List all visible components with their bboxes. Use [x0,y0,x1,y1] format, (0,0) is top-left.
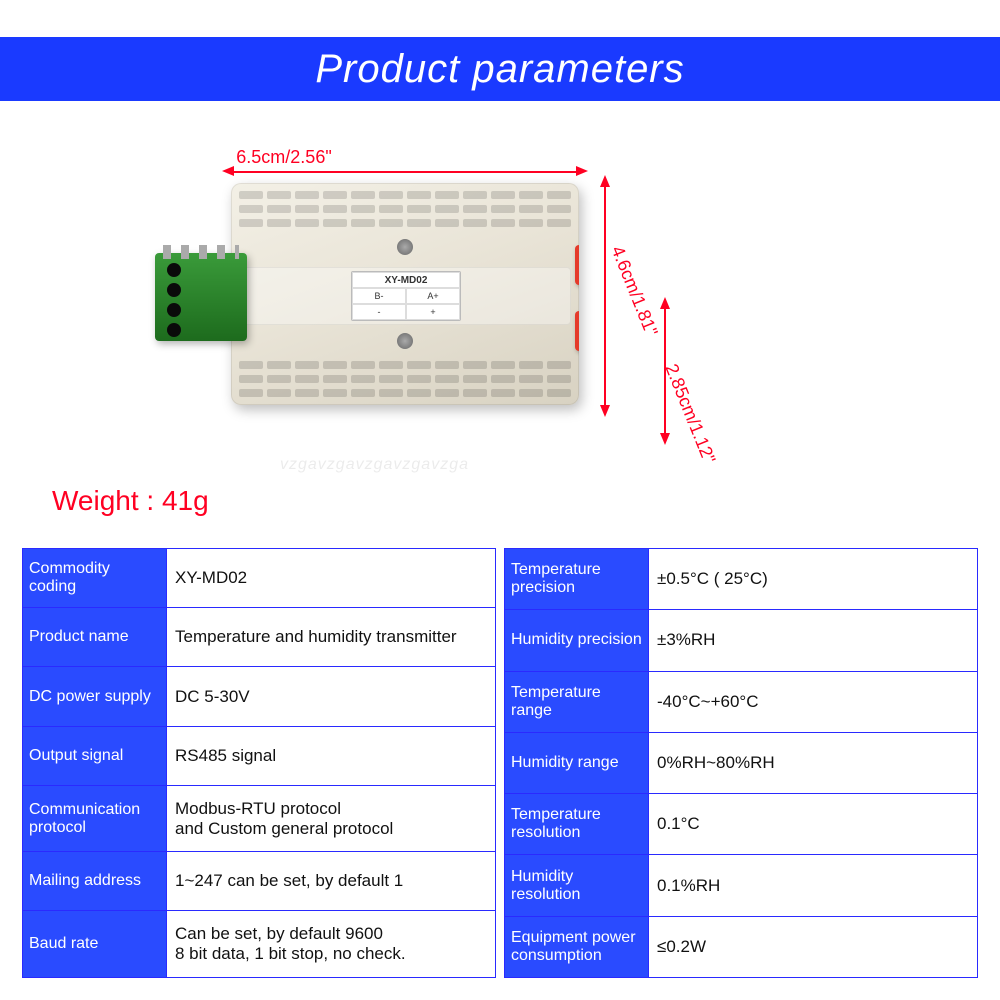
spec-label: Humidity precision [505,610,649,671]
spec-label: Temperature precision [505,549,649,610]
spec-label: Humidity range [505,732,649,793]
device-label-sticker: XY-MD02 B- A+ - + [351,271,461,321]
spec-label: Equipment power consumption [505,916,649,977]
weight-label: Weight : 41g [52,485,209,517]
spec-row: Mailing address1~247 can be set, by defa… [23,852,496,911]
spec-row: Product nameTemperature and humidity tra… [23,608,496,667]
spec-label: Humidity resolution [505,855,649,916]
spec-label: DC power supply [23,667,167,726]
arrow-down-icon [660,433,670,445]
parameters-tables: Commodity codingXY-MD02Product nameTempe… [22,548,978,978]
spec-value: Can be set, by default 9600 8 bit data, … [167,911,496,978]
spec-label: Commodity coding [23,549,167,608]
device-illustration: XY-MD02 B- A+ - + [155,183,579,409]
spec-label: Baud rate [23,911,167,978]
spec-label: Mailing address [23,852,167,911]
watermark: vzgavzgavzgavzgavzga [280,456,469,474]
spec-row: Baud rateCan be set, by default 9600 8 b… [23,911,496,978]
dimension-depth: 2.85cm/1.12" [661,361,720,467]
spec-row: Temperature precision±0.5°C ( 25°C) [505,549,978,610]
spec-row: Temperature resolution0.1°C [505,794,978,855]
spec-value: -40°C~+60°C [649,671,978,732]
din-clip-icon [575,245,579,285]
terminal-block [155,253,247,341]
device-model: XY-MD02 [352,272,460,288]
dimension-height: 4.6cm/1.81" [607,243,662,339]
spec-label: Communication protocol [23,785,167,851]
dimension-line [664,307,666,435]
spec-label: Product name [23,608,167,667]
arrow-right-icon [576,166,588,176]
spec-row: Temperature range-40°C~+60°C [505,671,978,732]
dimension-line [604,185,606,407]
spec-value: ≤0.2W [649,916,978,977]
spec-value: Temperature and humidity transmitter [167,608,496,667]
spec-value: ±0.5°C ( 25°C) [649,549,978,610]
page-title: Product parameters [315,47,684,92]
spec-label: Output signal [23,726,167,785]
specs-table-left: Commodity codingXY-MD02Product nameTempe… [22,548,496,978]
spec-value: 0.1°C [649,794,978,855]
spec-row: Humidity resolution0.1%RH [505,855,978,916]
screw-icon [397,239,413,255]
product-diagram: XY-MD02 B- A+ - + 6.5cm/2.56" 4.6cm/1.81… [40,135,960,495]
spec-row: Humidity range0%RH~80%RH [505,732,978,793]
spec-value: 0%RH~80%RH [649,732,978,793]
spec-row: Commodity codingXY-MD02 [23,549,496,608]
spec-row: DC power supplyDC 5-30V [23,667,496,726]
spec-value: ±3%RH [649,610,978,671]
arrow-down-icon [600,405,610,417]
spec-value: 1~247 can be set, by default 1 [167,852,496,911]
arrow-left-icon [222,166,234,176]
screw-icon [397,333,413,349]
spec-row: Humidity precision±3%RH [505,610,978,671]
spec-label: Temperature resolution [505,794,649,855]
dimension-line [232,171,578,173]
specs-table-right: Temperature precision±0.5°C ( 25°C)Humid… [504,548,978,978]
device-enclosure: XY-MD02 B- A+ - + [231,183,579,405]
spec-value: DC 5-30V [167,667,496,726]
din-clip-icon [575,311,579,351]
spec-value: XY-MD02 [167,549,496,608]
dimension-width: 6.5cm/2.56" [236,147,331,168]
spec-row: Communication protocolModbus-RTU protoco… [23,785,496,851]
spec-value: 0.1%RH [649,855,978,916]
spec-label: Temperature range [505,671,649,732]
arrow-up-icon [600,175,610,187]
spec-row: Equipment power consumption≤0.2W [505,916,978,977]
spec-value: Modbus-RTU protocol and Custom general p… [167,785,496,851]
spec-value: RS485 signal [167,726,496,785]
spec-row: Output signalRS485 signal [23,726,496,785]
arrow-up-icon [660,297,670,309]
title-banner: Product parameters [0,37,1000,101]
